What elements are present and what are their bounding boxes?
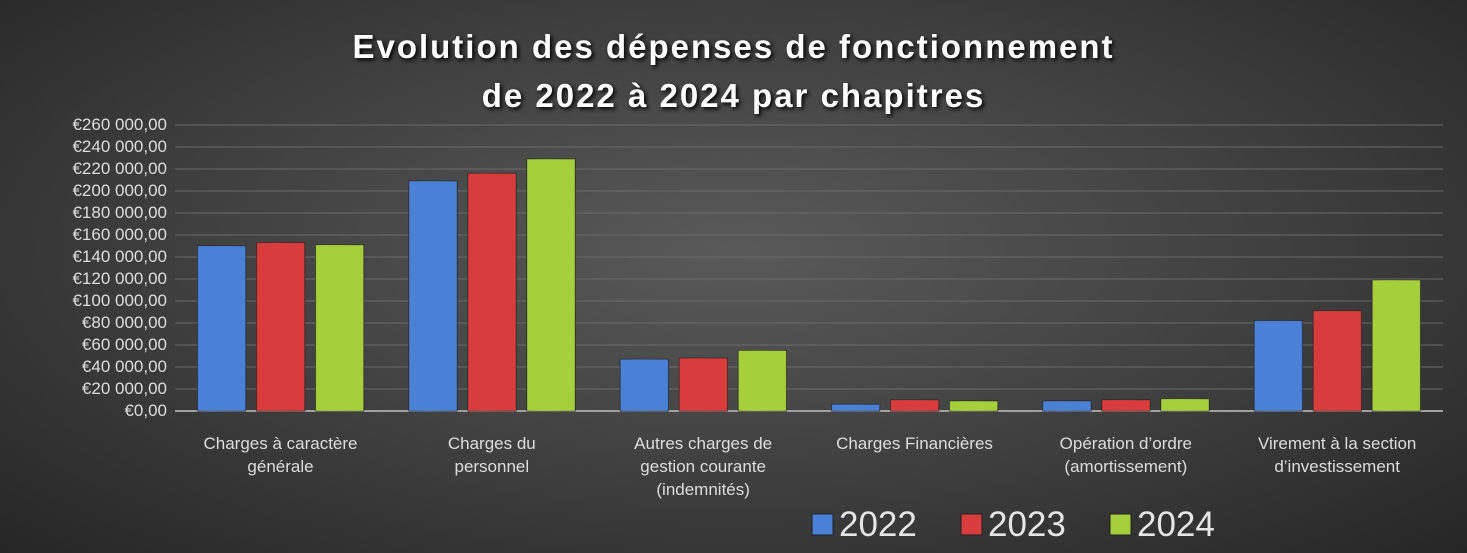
- legend-label: 2022: [839, 505, 917, 544]
- legend-swatch: [1109, 513, 1132, 536]
- bar-shade: [256, 242, 305, 411]
- legend-label: 2023: [988, 505, 1066, 544]
- y-tick-label: €40 000,00: [81, 357, 167, 376]
- y-tick-label: €20 000,00: [81, 379, 167, 398]
- y-tick-label: €100 000,00: [72, 291, 167, 310]
- bar-shade: [679, 358, 728, 411]
- bar-shade: [831, 404, 880, 411]
- y-tick-label: €120 000,00: [72, 269, 167, 288]
- bar-shade: [1043, 401, 1091, 411]
- bar-shade: [1313, 310, 1362, 411]
- chart-title: Evolution des dépenses de fonctionnement…: [352, 28, 1115, 114]
- y-tick-label: €240 000,00: [72, 137, 167, 156]
- x-tick-label: Autres charges de gestion courante (inde…: [634, 434, 773, 499]
- y-tick-label: €220 000,00: [72, 159, 167, 178]
- y-tick-label: €160 000,00: [72, 225, 167, 244]
- x-tick-label: Charges à caractère générale: [203, 434, 358, 476]
- bar-shade: [468, 173, 516, 411]
- y-tick-label: €200 000,00: [72, 181, 167, 200]
- bar-shade: [949, 401, 998, 411]
- y-tick-label: €140 000,00: [72, 247, 167, 266]
- x-tick-label: Charges Financières: [836, 434, 993, 453]
- y-tick-label: €180 000,00: [72, 203, 167, 222]
- y-tick-label: €60 000,00: [81, 335, 167, 354]
- x-tick-label: Charges du personnel: [447, 434, 536, 476]
- x-tick-label: Opération d’ordre (amortissement): [1059, 434, 1192, 476]
- legend-swatch: [960, 513, 983, 536]
- legend-label: 2024: [1137, 505, 1215, 544]
- y-tick-label: €260 000,00: [72, 115, 167, 134]
- y-tick-label: €0,00: [124, 401, 167, 420]
- bar-shade: [1161, 398, 1209, 411]
- bar-shade: [1372, 280, 1421, 411]
- x-tick-label: Virement à la section d’investissement: [1257, 434, 1417, 476]
- bar-shade: [197, 246, 246, 411]
- y-tick-label: €80 000,00: [81, 313, 167, 332]
- bar-shade: [620, 359, 669, 411]
- bar-shade: [890, 400, 939, 411]
- bar-shade: [527, 159, 575, 411]
- legend-swatch: [811, 513, 834, 536]
- bar-shade: [315, 244, 364, 411]
- bar-shade: [1102, 400, 1150, 411]
- bar-shade: [738, 350, 787, 411]
- bar-shade: [409, 181, 457, 411]
- bar-shade: [1254, 320, 1303, 411]
